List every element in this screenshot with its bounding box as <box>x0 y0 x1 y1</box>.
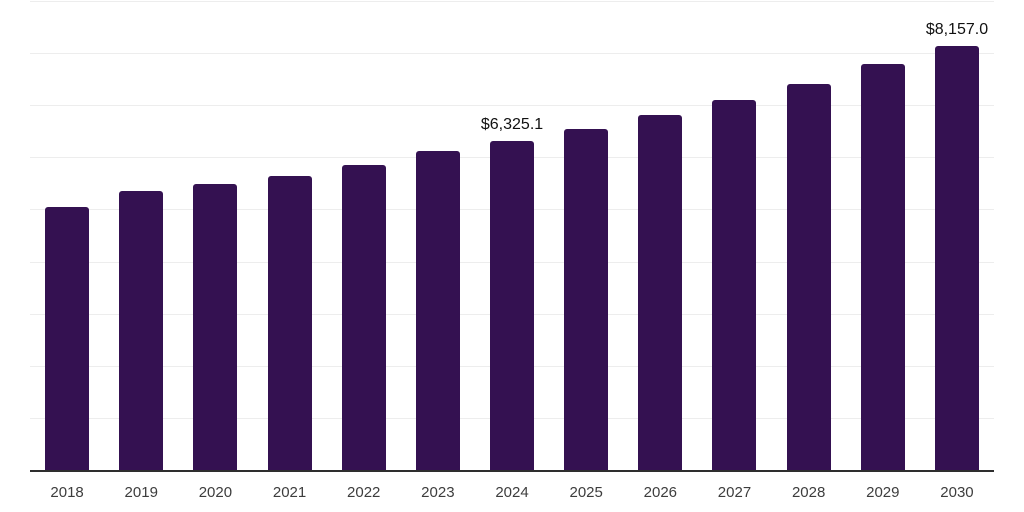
data-label-2024: $6,325.1 <box>480 116 544 134</box>
bar-series: $6,325.1 $8,157.0 <box>30 2 994 471</box>
bar-slot-2030: $8,157.0 <box>920 2 994 471</box>
x-tick-2018: 2018 <box>50 484 84 501</box>
bar-slot-2023 <box>401 2 475 471</box>
bar-2022 <box>341 165 386 471</box>
bar-2027 <box>712 100 757 471</box>
bar-2023 <box>415 151 460 471</box>
x-tick-2024: 2024 <box>495 484 529 501</box>
bar-slot-2021 <box>252 2 326 471</box>
bar-2020 <box>193 183 238 471</box>
bar-slot-2024: $6,325.1 <box>475 2 549 471</box>
bar-slot-2018 <box>30 2 104 471</box>
x-tick-2022: 2022 <box>347 484 381 501</box>
bar-slot-2022 <box>327 2 401 471</box>
x-tick-2028: 2028 <box>791 484 826 501</box>
x-tick-2027: 2027 <box>717 484 752 501</box>
x-axis-line <box>30 470 994 472</box>
bar-2018 <box>45 207 90 471</box>
x-tick-2020: 2020 <box>198 484 233 501</box>
x-tick-2029: 2029 <box>866 484 900 501</box>
bar-2025 <box>564 129 609 471</box>
x-tick-2030: 2030 <box>940 484 974 501</box>
plot-area: $6,325.1 $8,157.0 <box>30 1 994 472</box>
data-label-2030: $8,157.0 <box>925 20 989 38</box>
x-tick-2025: 2025 <box>569 484 603 501</box>
gridline-9000 <box>30 1 994 2</box>
x-axis-labels: 2018 2019 2020 2021 2022 2023 2024 2025 2026 2027… <box>30 484 994 501</box>
bar-2024 <box>490 141 535 471</box>
bar-2021 <box>267 176 312 471</box>
x-tick-2023: 2023 <box>421 484 455 501</box>
bar-2029 <box>860 64 905 471</box>
bar-2019 <box>119 191 164 471</box>
bar-2028 <box>786 83 831 471</box>
bar-2026 <box>638 114 683 471</box>
bar-slot-2028 <box>772 2 846 471</box>
gridline-7000 <box>30 105 994 107</box>
bar-slot-2019 <box>104 2 178 471</box>
bar-slot-2020 <box>178 2 252 471</box>
bar-slot-2025 <box>549 2 623 471</box>
bar-slot-2026 <box>623 2 697 471</box>
x-tick-2021: 2021 <box>272 484 307 501</box>
x-tick-2026: 2026 <box>643 484 678 501</box>
bar-slot-2029 <box>846 2 920 471</box>
bar-slot-2027 <box>697 2 771 471</box>
bar-2030 <box>934 45 979 471</box>
x-tick-2019: 2019 <box>124 484 158 501</box>
gridline-8000 <box>30 53 994 55</box>
